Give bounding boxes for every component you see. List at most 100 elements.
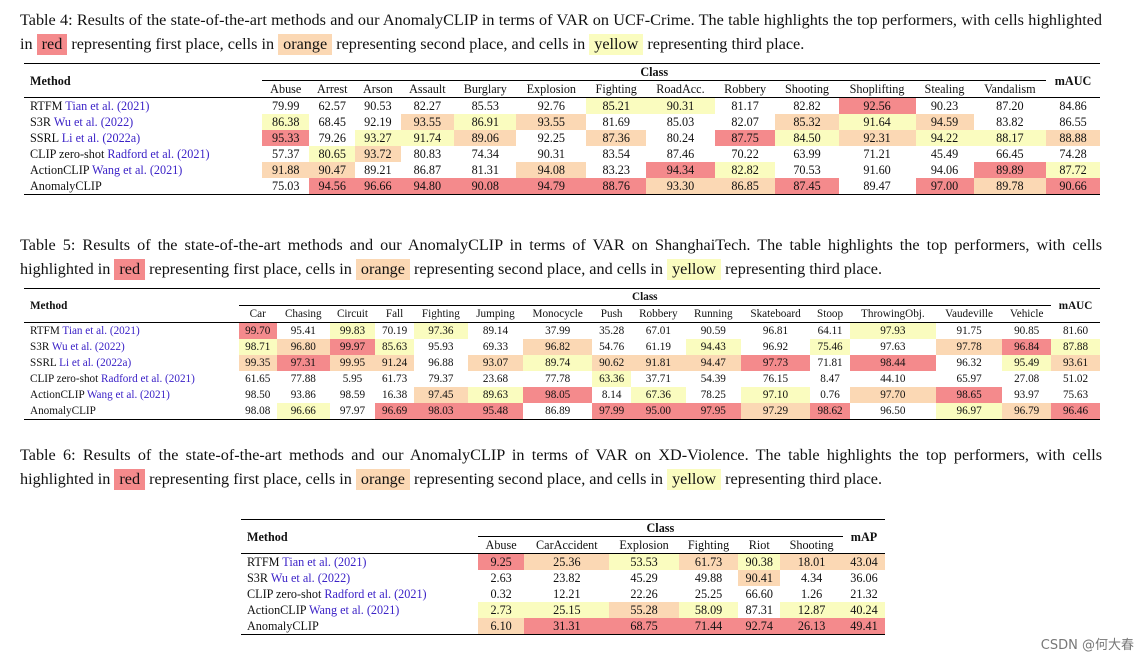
value-cell: 91.64	[838, 114, 916, 130]
value-cell: 82.82	[775, 97, 839, 114]
value-cell: 92.19	[364, 115, 392, 129]
citation-link[interactable]: Li et al. (2022a)	[61, 131, 141, 145]
citation-link[interactable]: Radford et al. (2021)	[101, 373, 195, 385]
value-cell: 88.76	[586, 178, 647, 195]
column-header: Stoop	[817, 308, 844, 320]
table-row: S3R Wu et al. (2022) 2.63 23.82 45.29 49.88 9…	[241, 570, 885, 586]
method-cell: S3R Wu et al. (2022)	[24, 339, 239, 355]
value-cell: 83.23	[602, 163, 630, 177]
value-cell: 75.03	[262, 178, 310, 195]
value-cell: 45.49	[930, 147, 959, 161]
value-cell: 90.62	[592, 355, 631, 371]
metric-cell: 74.28	[1059, 147, 1087, 161]
citation-link[interactable]: Radford et al. (2021)	[324, 587, 427, 601]
method-cell: RTFM Tian et al. (2021)	[241, 553, 478, 570]
value-cell: 91.88	[262, 162, 310, 178]
value-cell: 97.10	[740, 387, 811, 403]
column-header-row: Car Chasing Circuit Fall Fighting Jumping Mono…	[24, 306, 1100, 323]
value-cell: 97.00	[915, 178, 974, 195]
citation-link[interactable]: Li et al. (2022a)	[59, 357, 132, 369]
value-cell: 97.97	[329, 403, 376, 420]
value-cell: 96.66	[355, 178, 401, 195]
citation-link[interactable]: Wu et al. (2022)	[51, 341, 125, 353]
value-cell: 90.59	[685, 322, 741, 339]
method-cell: AnomalyCLIP	[241, 618, 478, 635]
value-cell: 61.65	[245, 373, 271, 385]
citation-link[interactable]: Wang et al. (2021)	[86, 389, 170, 401]
value-cell: 67.36	[630, 387, 686, 403]
value-cell: 76.15	[762, 373, 789, 385]
results-table-ucf-crime: Method Class mAUC Abuse Arrest Arson Assault Bu…	[24, 63, 1100, 195]
value-cell: 22.26	[630, 587, 658, 601]
citation-link[interactable]: Tian et al. (2021)	[62, 325, 140, 337]
metric-cell: 21.32	[850, 587, 878, 601]
metric-cell: 84.86	[1046, 97, 1100, 114]
value-cell: 80.65	[309, 146, 356, 162]
metric-cell: 81.60	[1051, 322, 1100, 339]
yellow-legend-swatch: yellow	[667, 469, 722, 490]
value-cell: 85.32	[775, 114, 839, 130]
citation-link[interactable]: Tian et al. (2021)	[282, 555, 367, 569]
value-cell: 35.28	[592, 322, 631, 339]
value-cell: 89.06	[454, 130, 517, 146]
value-cell: 93.55	[516, 114, 587, 130]
value-cell: 86.85	[714, 178, 776, 195]
value-cell: 94.43	[685, 339, 741, 355]
method-cell: CLIP zero-shot Radford et al. (2021)	[24, 371, 239, 387]
citation-link[interactable]: Wu et al. (2022)	[53, 115, 134, 129]
value-cell: 37.99	[522, 322, 593, 339]
caption-text: representing third place.	[647, 35, 805, 53]
value-cell: 6.10	[477, 618, 525, 635]
citation-link[interactable]: Wang et al. (2021)	[308, 603, 400, 617]
metric-cell: 93.61	[1051, 355, 1100, 371]
value-cell: 57.37	[272, 147, 300, 161]
value-cell: 90.08	[454, 178, 517, 195]
value-cell: 98.05	[522, 387, 593, 403]
value-cell: 80.24	[666, 131, 695, 145]
method-name: CLIP zero-shot	[30, 373, 99, 385]
value-cell: 90.53	[355, 97, 401, 114]
citation-link[interactable]: Tian et al. (2021)	[65, 99, 150, 113]
value-cell: 93.55	[400, 114, 455, 130]
class-header: Class	[477, 519, 843, 537]
red-legend-swatch: red	[36, 34, 68, 55]
value-cell: 8.47	[820, 373, 840, 385]
value-cell: 91.60	[863, 163, 891, 177]
orange-legend-swatch: orange	[355, 259, 410, 280]
column-header: Skateboard	[750, 308, 801, 320]
value-cell: 79.26	[318, 131, 346, 145]
value-cell: 92.76	[516, 97, 587, 114]
citation-link[interactable]: Radford et al. (2021)	[107, 147, 210, 161]
value-cell: 65.97	[956, 373, 982, 385]
citation-link[interactable]: Wu et al. (2022)	[270, 571, 351, 585]
value-cell: 94.59	[915, 114, 974, 130]
column-header: Abuse	[270, 82, 302, 96]
value-cell: 97.78	[935, 339, 1003, 355]
value-cell: 77.78	[545, 373, 571, 385]
value-cell: 92.31	[838, 130, 916, 146]
value-cell: 87.46	[666, 147, 695, 161]
class-header: Class	[238, 288, 1052, 306]
caption-text: representing first place, cells in	[71, 35, 275, 53]
yellow-legend-swatch: yellow	[667, 259, 722, 280]
orange-legend-swatch: orange	[278, 34, 333, 55]
table-row: SSRL Li et al. (2022a) 99.35 97.31 99.95 91.…	[24, 355, 1100, 371]
value-cell: 87.31	[745, 603, 773, 617]
value-cell: 54.39	[700, 373, 726, 385]
citation-link[interactable]: Wang et al. (2021)	[91, 163, 183, 177]
column-header: Chasing	[284, 308, 322, 320]
value-cell: 95.41	[276, 322, 330, 339]
value-cell: 92.25	[537, 131, 566, 145]
column-header: Riot	[748, 538, 770, 552]
value-cell: 79.99	[262, 97, 310, 114]
table-row: ActionCLIP Wang et al. (2021) 91.88 90.47 8…	[24, 162, 1100, 178]
orange-legend-swatch: orange	[355, 469, 410, 490]
value-cell: 75.46	[810, 339, 850, 355]
column-header: Shooting	[789, 538, 834, 552]
metric-cell: 36.06	[850, 571, 878, 585]
method-cell: CLIP zero-shot Radford et al. (2021)	[241, 586, 478, 602]
table-row: RTFM Tian et al. (2021) 79.99 62.57 90.53 82…	[24, 97, 1100, 114]
method-cell: AnomalyCLIP	[24, 403, 239, 420]
metric-cell: 88.88	[1046, 130, 1100, 146]
column-header: Abuse	[485, 538, 517, 552]
